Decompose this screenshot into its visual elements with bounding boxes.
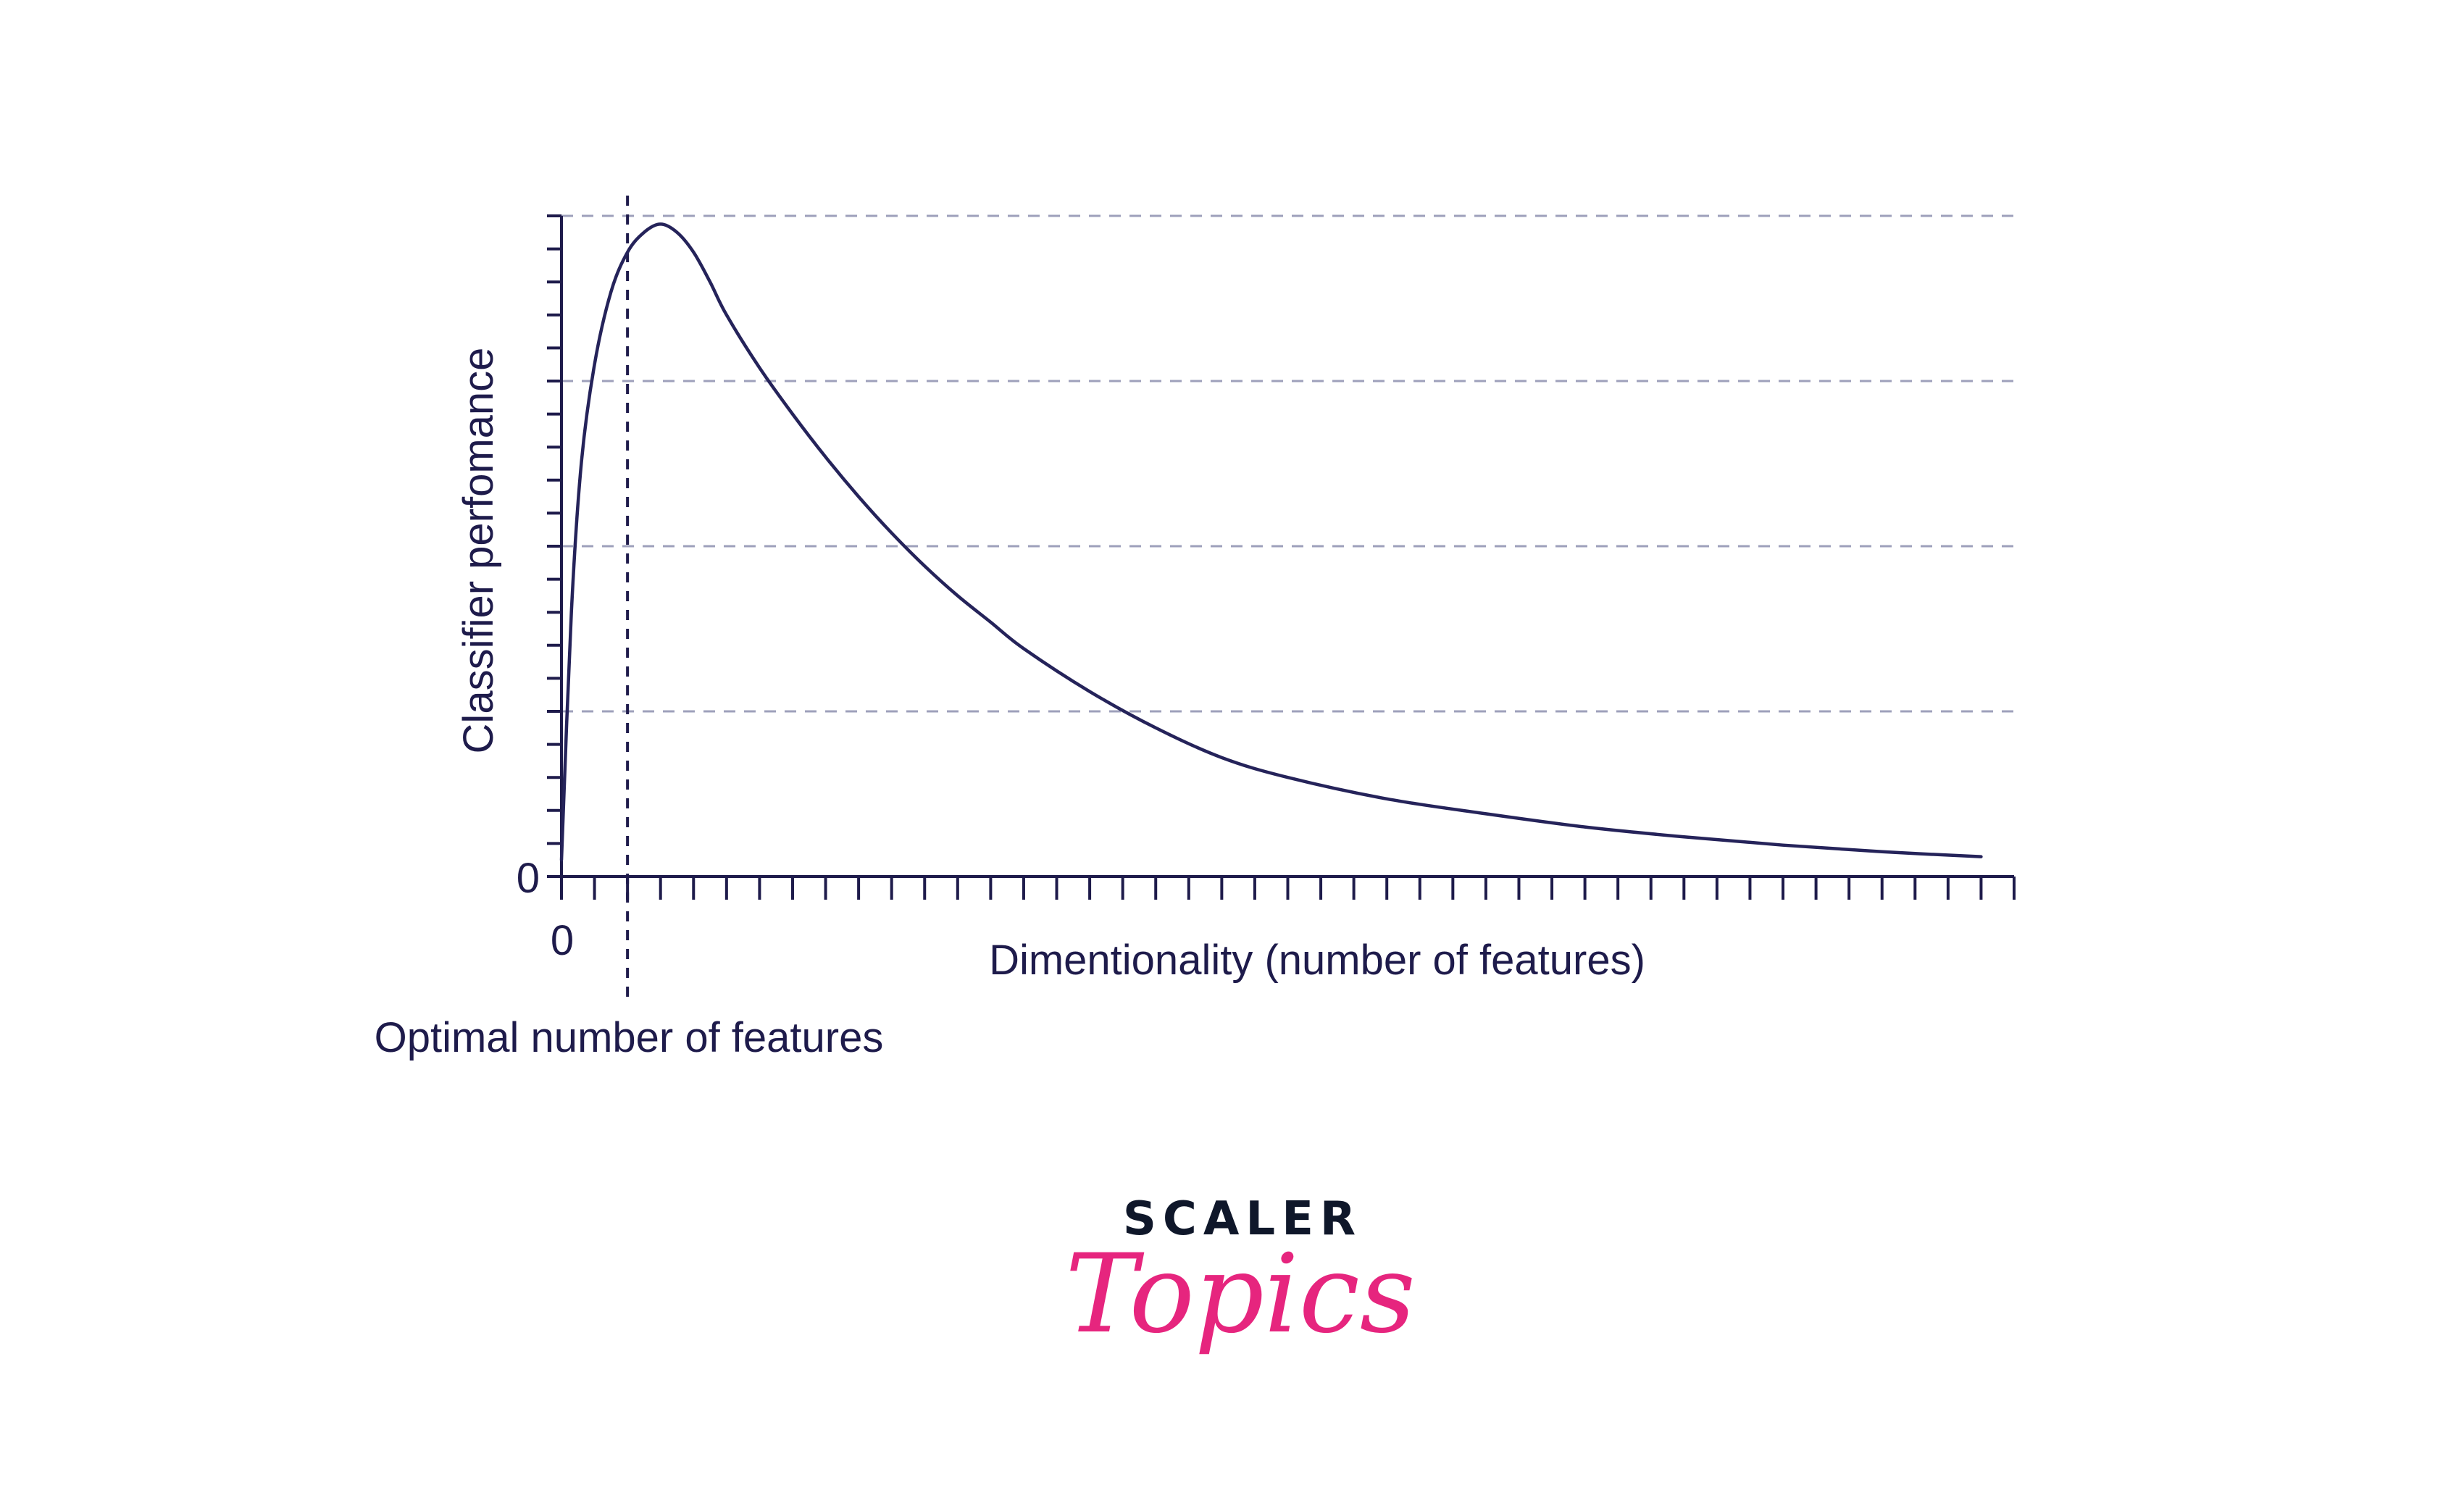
logo-wordmark-top: SCALER (1123, 1192, 1362, 1246)
tick-marks (547, 214, 2016, 900)
y-axis-label: Classifier perfomance (455, 348, 502, 754)
y-axis-tick-label: 0 (517, 855, 540, 902)
logo-wordmark-bottom: Topics (1065, 1231, 1416, 1358)
grid-lines (561, 214, 2014, 713)
x-axis-label: Dimentionality (number of features) (989, 937, 1645, 984)
x-axis-tick-label: 0 (551, 917, 574, 964)
optimal-features-annotation: Optimal number of features (375, 1014, 884, 1061)
scaler-topics-logo: SCALER Topics (1065, 1192, 1416, 1358)
performance-curve (559, 222, 1983, 862)
